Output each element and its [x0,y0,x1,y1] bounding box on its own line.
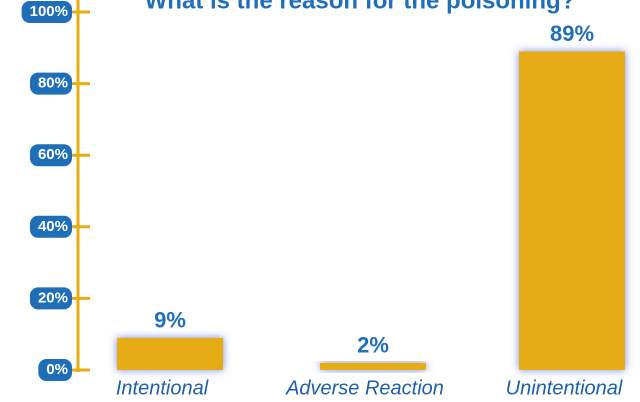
tick-box [29,72,72,95]
y-tick-label: 40% [38,218,68,235]
x-tick-label: Intentional [116,377,209,399]
y-tick-label: 80% [38,75,68,92]
chart-title: What is the reason for the poisoning? [145,0,576,14]
value-label: 9% [154,308,186,333]
x-tick-label: Unintentional [506,377,623,399]
x-tick-label: Adverse Reaction [285,377,444,399]
tick-box [21,1,72,23]
y-tick-label: 0% [46,361,68,378]
y-tick-label: 100% [30,3,68,20]
tick-box [29,287,72,310]
y-tick-label: 20% [38,289,68,306]
bar [117,337,223,370]
value-label: 2% [357,333,389,358]
tick-box [38,359,72,381]
tick-box [29,215,72,238]
y-tick-label: 60% [38,146,68,163]
bar [519,51,625,370]
value-label: 89% [550,21,594,46]
tick-box [29,144,72,167]
bar [320,362,426,370]
